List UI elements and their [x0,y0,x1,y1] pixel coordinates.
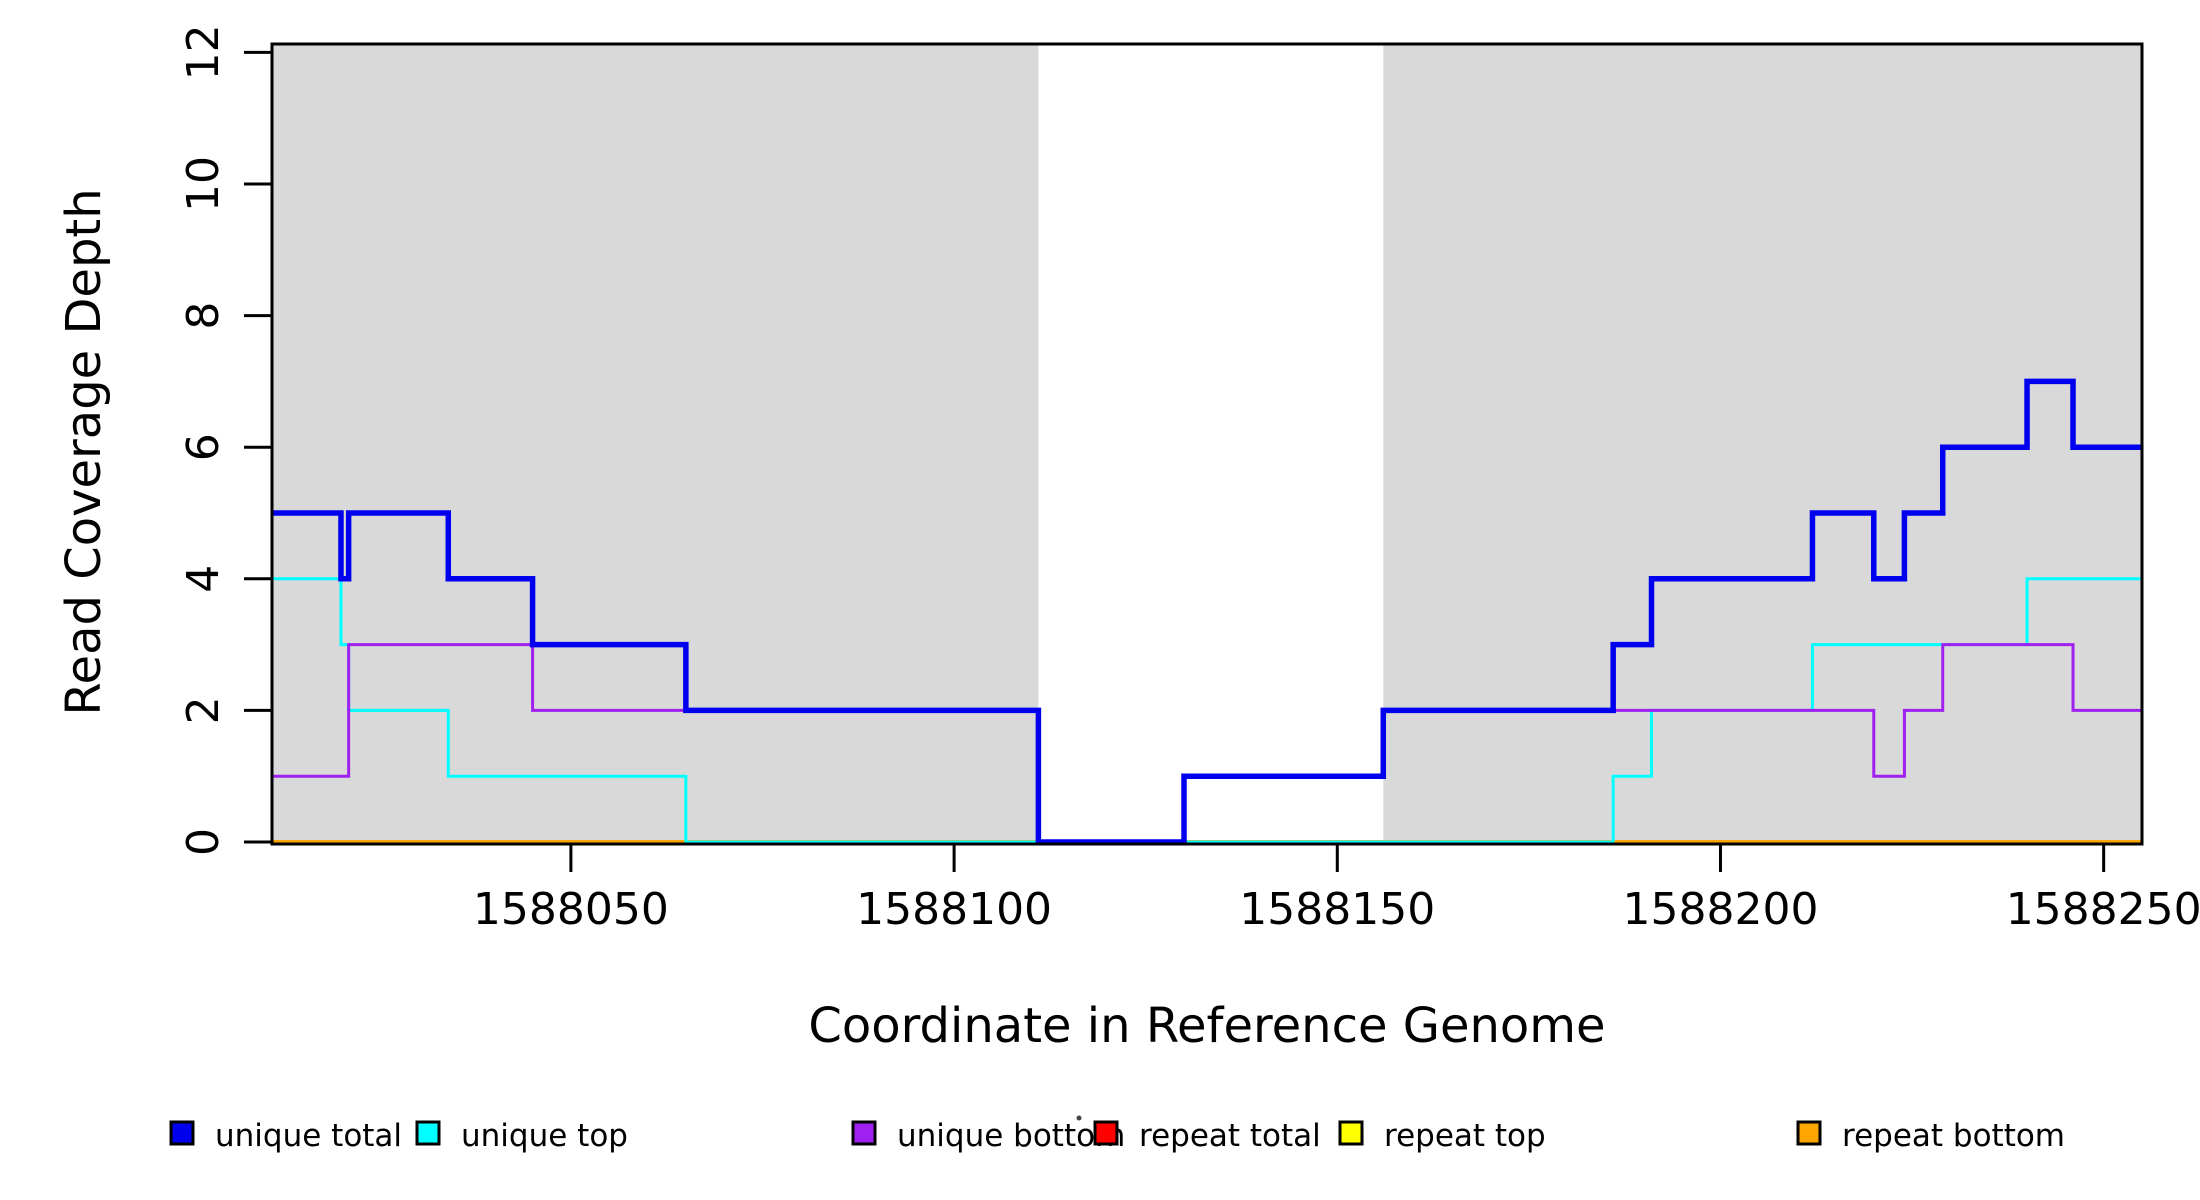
y-tick-label: 12 [178,24,229,80]
y-tick-label: 10 [178,156,229,212]
y-tick-label: 4 [178,565,229,593]
legend-label-repeat-total: repeat total [1139,1118,1321,1154]
legend-swatch-repeat-total [1093,1120,1119,1146]
legend-label-unique-total: unique total [215,1118,402,1154]
legend-swatch-unique-top [415,1120,441,1146]
series-line-unique-total [272,378,2142,845]
x-tick-label: 1588150 [1239,884,1435,935]
legend-swatch-repeat-top [1338,1120,1364,1146]
repeat-region-shading-1 [272,44,1039,844]
stray-dot [1076,1115,1082,1121]
axis-ticks-layer: 1588050 1588100 1588150 1588200 1588250 0 2 4 6 8… [178,24,2200,935]
y-tick-label: 6 [178,433,229,461]
y-tick-label: 0 [178,828,229,856]
legend-label-repeat-bottom: repeat bottom [1842,1118,2065,1154]
y-tick-label: 2 [178,696,229,724]
legend-item-unique-bottom: unique bottom [851,1118,1125,1154]
x-tick-label: 1588250 [2006,884,2200,935]
legend-item-repeat-total: repeat total [1093,1118,1321,1154]
legend-item-unique-top: unique top [415,1118,628,1154]
y-axis-title: Read Coverage Depth [56,188,112,715]
plot-border [270,42,2144,846]
legend-item-repeat-top: repeat top [1338,1118,1546,1154]
y-tick-label: 8 [178,302,229,330]
legend-swatch-repeat-bottom [1796,1120,1822,1146]
legend-label-unique-top: unique top [461,1118,628,1154]
legend-label-unique-bottom: unique bottom [897,1118,1125,1154]
legend-label-repeat-top: repeat top [1384,1118,1546,1154]
plot-frame-layer [270,42,2144,846]
legend-swatch-unique-bottom [851,1120,877,1146]
x-tick-label: 1588100 [856,884,1052,935]
legend: unique total unique top unique bottom repea… [169,1115,2065,1154]
x-tick-label: 1588200 [1622,884,1818,935]
legend-swatch-unique-total [169,1120,195,1146]
legend-item-repeat-bottom: repeat bottom [1796,1118,2065,1154]
shaded-regions-layer [272,44,2142,844]
legend-item-unique-total: unique total [169,1118,402,1154]
x-axis-title: Coordinate in Reference Genome [808,998,1605,1054]
x-tick-label: 1588050 [473,884,669,935]
series-layer [272,378,2142,845]
